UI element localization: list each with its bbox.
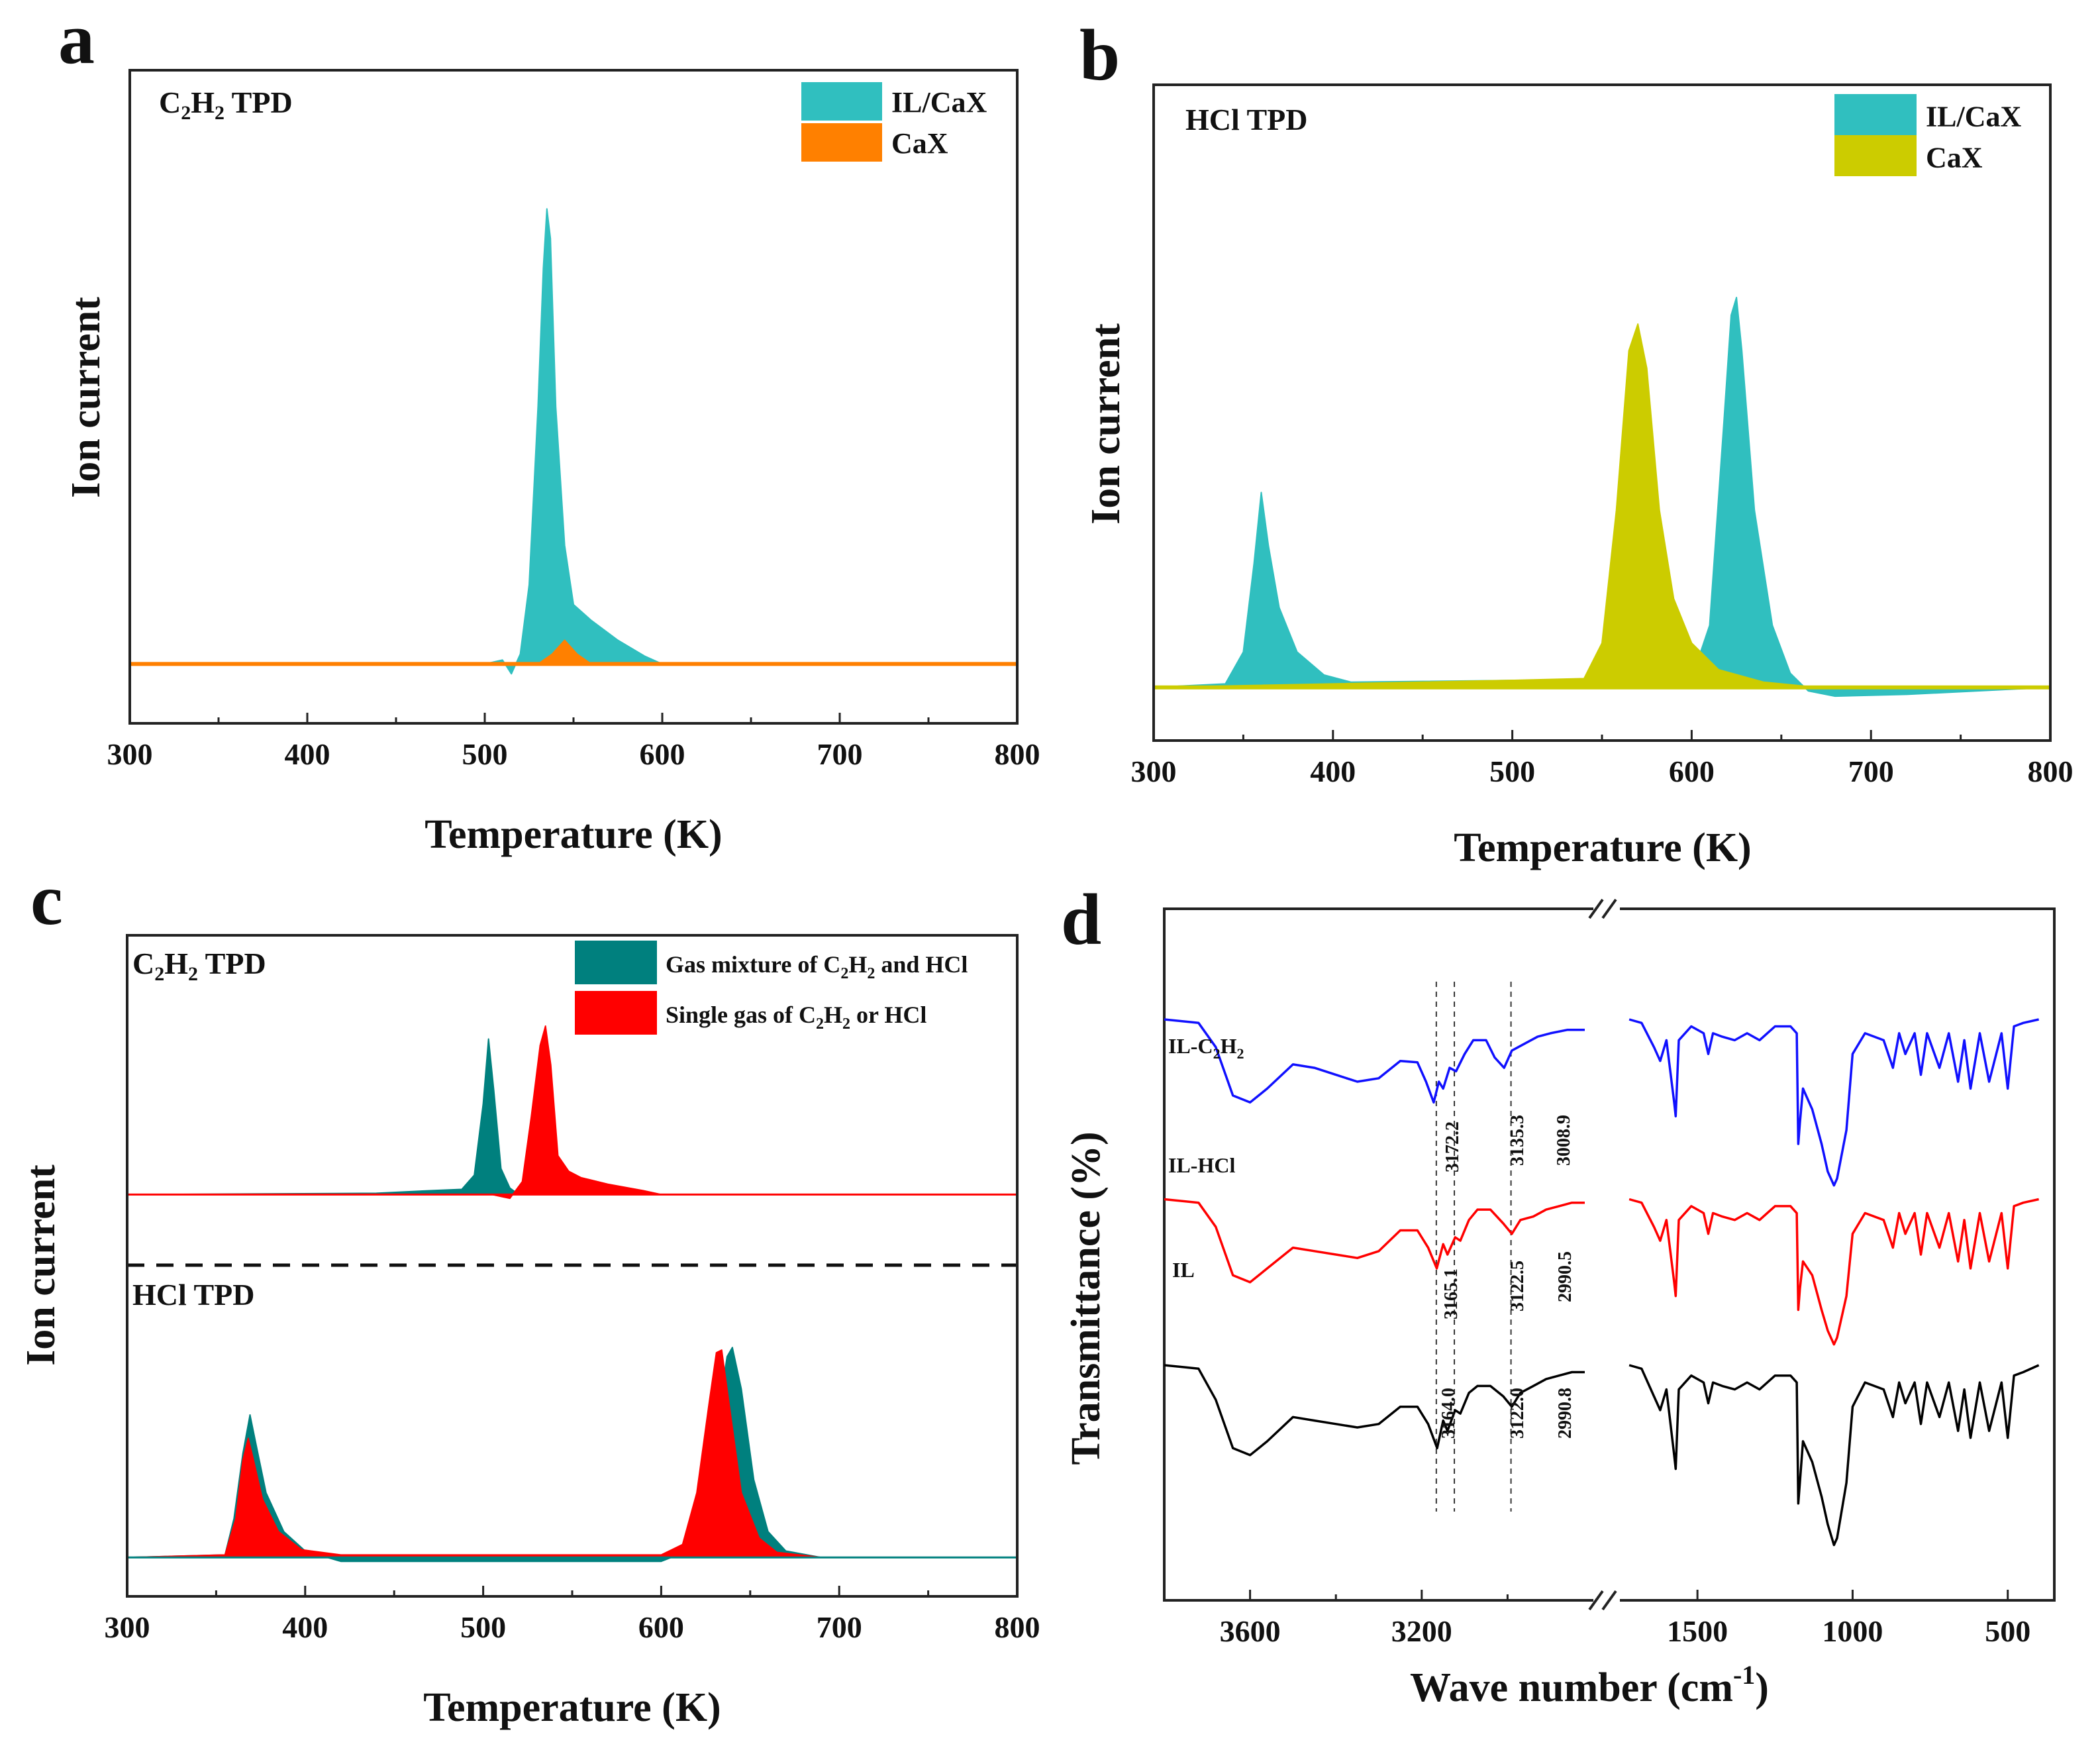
xtick-label: 500 (1985, 1614, 2030, 1648)
series-bottom-single-gas (126, 1349, 1018, 1559)
spectrum-il-c2h2-left (1164, 1018, 1585, 1104)
xtick-label: 600 (638, 1610, 684, 1644)
xtick-label: 400 (285, 737, 330, 771)
plot-a-tag: C2H2 TPD (159, 85, 293, 124)
legend-swatch (1834, 135, 1917, 176)
legend-swatch (575, 941, 657, 984)
xtick-label: 300 (105, 1610, 150, 1644)
xlabel-b: Temperature (K) (1454, 825, 1751, 870)
legend-a: IL/CaX CaX (801, 82, 987, 162)
legend-label: IL/CaX (891, 86, 987, 119)
spectrum-il-c2h2-right (1628, 1018, 2039, 1187)
peak-annotation: 3172.2 (1442, 1121, 1463, 1172)
xtick-label: 700 (817, 1610, 862, 1644)
legend-c: Gas mixture of C2H2 and HCl Single gas of… (575, 941, 968, 1035)
plot-d-frame-left (1163, 907, 1593, 1602)
legend-swatch (801, 82, 882, 121)
peak-annotation: 2990.8 (1555, 1388, 1575, 1439)
peak-annotation: 3165.1 (1441, 1268, 1462, 1319)
series-il-cax (1153, 297, 2051, 697)
xtick-label: 600 (640, 737, 685, 771)
series-label: IL (1172, 1258, 1195, 1282)
xticks-c: 300 400 500 600 700 800 (105, 1586, 1040, 1644)
xtick-label: 600 (1669, 754, 1715, 788)
legend-label: IL/CaX (1926, 100, 2021, 132)
spectrum-il-right (1628, 1364, 2040, 1547)
xtick-label: 700 (817, 737, 863, 771)
series-top-gas-mixture (126, 1038, 1018, 1196)
plot-b-tag: HCl TPD (1185, 103, 1307, 136)
panel-letter-b: b (1079, 15, 1120, 95)
legend-swatch (801, 123, 882, 162)
legend-b: IL/CaX CaX (1834, 94, 2021, 176)
xtick-label: 1500 (1667, 1614, 1728, 1648)
xtick-label: 3200 (1391, 1614, 1452, 1648)
plot-b (1153, 297, 2051, 697)
xtick-label: 300 (107, 737, 153, 771)
peak-annotation: 3122.0 (1507, 1388, 1528, 1439)
xlabel-d: Wave number (cm-1) (1410, 1660, 1769, 1710)
axis-break-mark (1588, 1590, 1604, 1611)
series-il-cax (129, 208, 1018, 675)
panel-d: d 3600 3200 1500 1000 500 IL-C2H2 IL-HCl IL 3172… (1061, 879, 2056, 1710)
panel-letter-d: d (1061, 879, 1101, 960)
legend-label: Gas mixture of C2H2 and HCl (666, 951, 968, 982)
legend-swatch (575, 991, 657, 1035)
axis-break-mark (1601, 898, 1617, 919)
plot-c-bottom-tag: HCl TPD (132, 1278, 254, 1312)
peak-annotation: 3008.9 (1554, 1115, 1574, 1166)
peak-annotation: 3122.5 (1507, 1261, 1528, 1312)
axis-break-mark (1588, 898, 1604, 919)
series-label: IL-HCl (1168, 1153, 1235, 1177)
series-top-single-gas (126, 1025, 1018, 1200)
plot-a (129, 208, 1018, 675)
axis-break-mark (1601, 1590, 1617, 1611)
peak-annotation: 2990.5 (1555, 1251, 1575, 1302)
plot-c (126, 1025, 1018, 1563)
legend-label: CaX (891, 127, 948, 160)
xtick-label: 500 (1489, 754, 1535, 788)
legend-swatch (1834, 94, 1917, 135)
xtick-label: 400 (1310, 754, 1356, 788)
peak-annotation: 3135.3 (1507, 1115, 1528, 1166)
xlabel-a: Temperature (K) (425, 812, 722, 857)
xticks-a: 300 400 500 600 700 800 (107, 713, 1040, 771)
xtick-label: 1000 (1822, 1614, 1883, 1648)
ylabel-b: Ion current (1083, 323, 1128, 525)
panel-b: b HCl TPD IL/CaX CaX 300 400 500 600 700 800 T… (1079, 15, 2074, 870)
spectrum-il-hcl-right (1628, 1198, 2039, 1346)
xtick-label: 500 (462, 737, 508, 771)
xtick-label: 300 (1131, 754, 1177, 788)
ylabel-a: Ion current (64, 297, 109, 498)
xtick-label: 500 (460, 1610, 506, 1644)
xticks-b: 300 400 500 600 700 800 (1131, 730, 2074, 788)
xtick-label: 800 (995, 1610, 1040, 1644)
legend-label: CaX (1926, 141, 1983, 174)
panel-letter-c: c (30, 859, 63, 940)
series-label: IL-C2H2 (1168, 1034, 1244, 1062)
xtick-label: 3600 (1220, 1614, 1281, 1648)
xtick-label: 700 (1848, 754, 1894, 788)
peak-annotation: 3164.0 (1438, 1388, 1459, 1439)
xtick-label: 400 (282, 1610, 328, 1644)
plot-d: 3600 3200 1500 1000 500 IL-C2H2 IL-HCl IL 3172.2… (1163, 898, 2056, 1648)
ylabel-c: Ion current (19, 1164, 64, 1366)
ylabel-d: Transmittance (%) (1064, 1131, 1109, 1465)
plot-c-top-tag: C2H2 TPD (132, 947, 266, 985)
panel-letter-a: a (58, 0, 95, 79)
panel-c: c C2H2 TPD HCl TPD Gas mixture of C2H2 a… (19, 859, 1040, 1730)
xlabel-c: Temperature (K) (423, 1685, 721, 1730)
spectrum-il-hcl-left (1164, 1198, 1585, 1284)
plot-d-frame-right (1620, 907, 2056, 1602)
spectrum-il-left (1164, 1364, 1585, 1457)
xtick-label: 800 (2028, 754, 2074, 788)
xtick-label: 800 (995, 737, 1040, 771)
legend-label: Single gas of C2H2 or HCl (666, 1002, 926, 1033)
